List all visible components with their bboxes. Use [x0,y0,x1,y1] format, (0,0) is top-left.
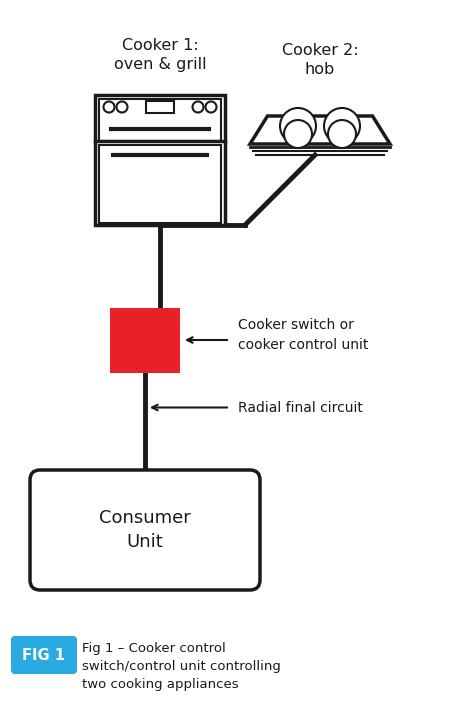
Text: Cooker 1:
oven & grill: Cooker 1: oven & grill [114,38,206,72]
Circle shape [284,120,312,148]
FancyBboxPatch shape [11,636,77,674]
Bar [110,307,180,373]
Bar [99,99,221,141]
Circle shape [280,108,316,144]
Polygon shape [250,116,390,144]
Text: Consumer
Unit: Consumer Unit [99,509,191,551]
Text: FIG 1: FIG 1 [22,648,65,663]
Bar [146,101,174,113]
Circle shape [324,108,360,144]
Circle shape [192,102,203,112]
Text: Fig 1 – Cooker control
switch/control unit controlling
two cooking appliances: Fig 1 – Cooker control switch/control un… [82,642,281,691]
Bar [99,145,221,223]
Circle shape [103,102,115,112]
Circle shape [117,102,128,112]
Text: Cooker 2:
hob: Cooker 2: hob [282,43,358,77]
Text: Radial final circuit: Radial final circuit [238,400,363,415]
Circle shape [206,102,217,112]
Text: Cooker switch or
cooker control unit: Cooker switch or cooker control unit [238,318,368,352]
FancyBboxPatch shape [30,470,260,590]
Bar [95,95,225,225]
Circle shape [328,120,356,148]
